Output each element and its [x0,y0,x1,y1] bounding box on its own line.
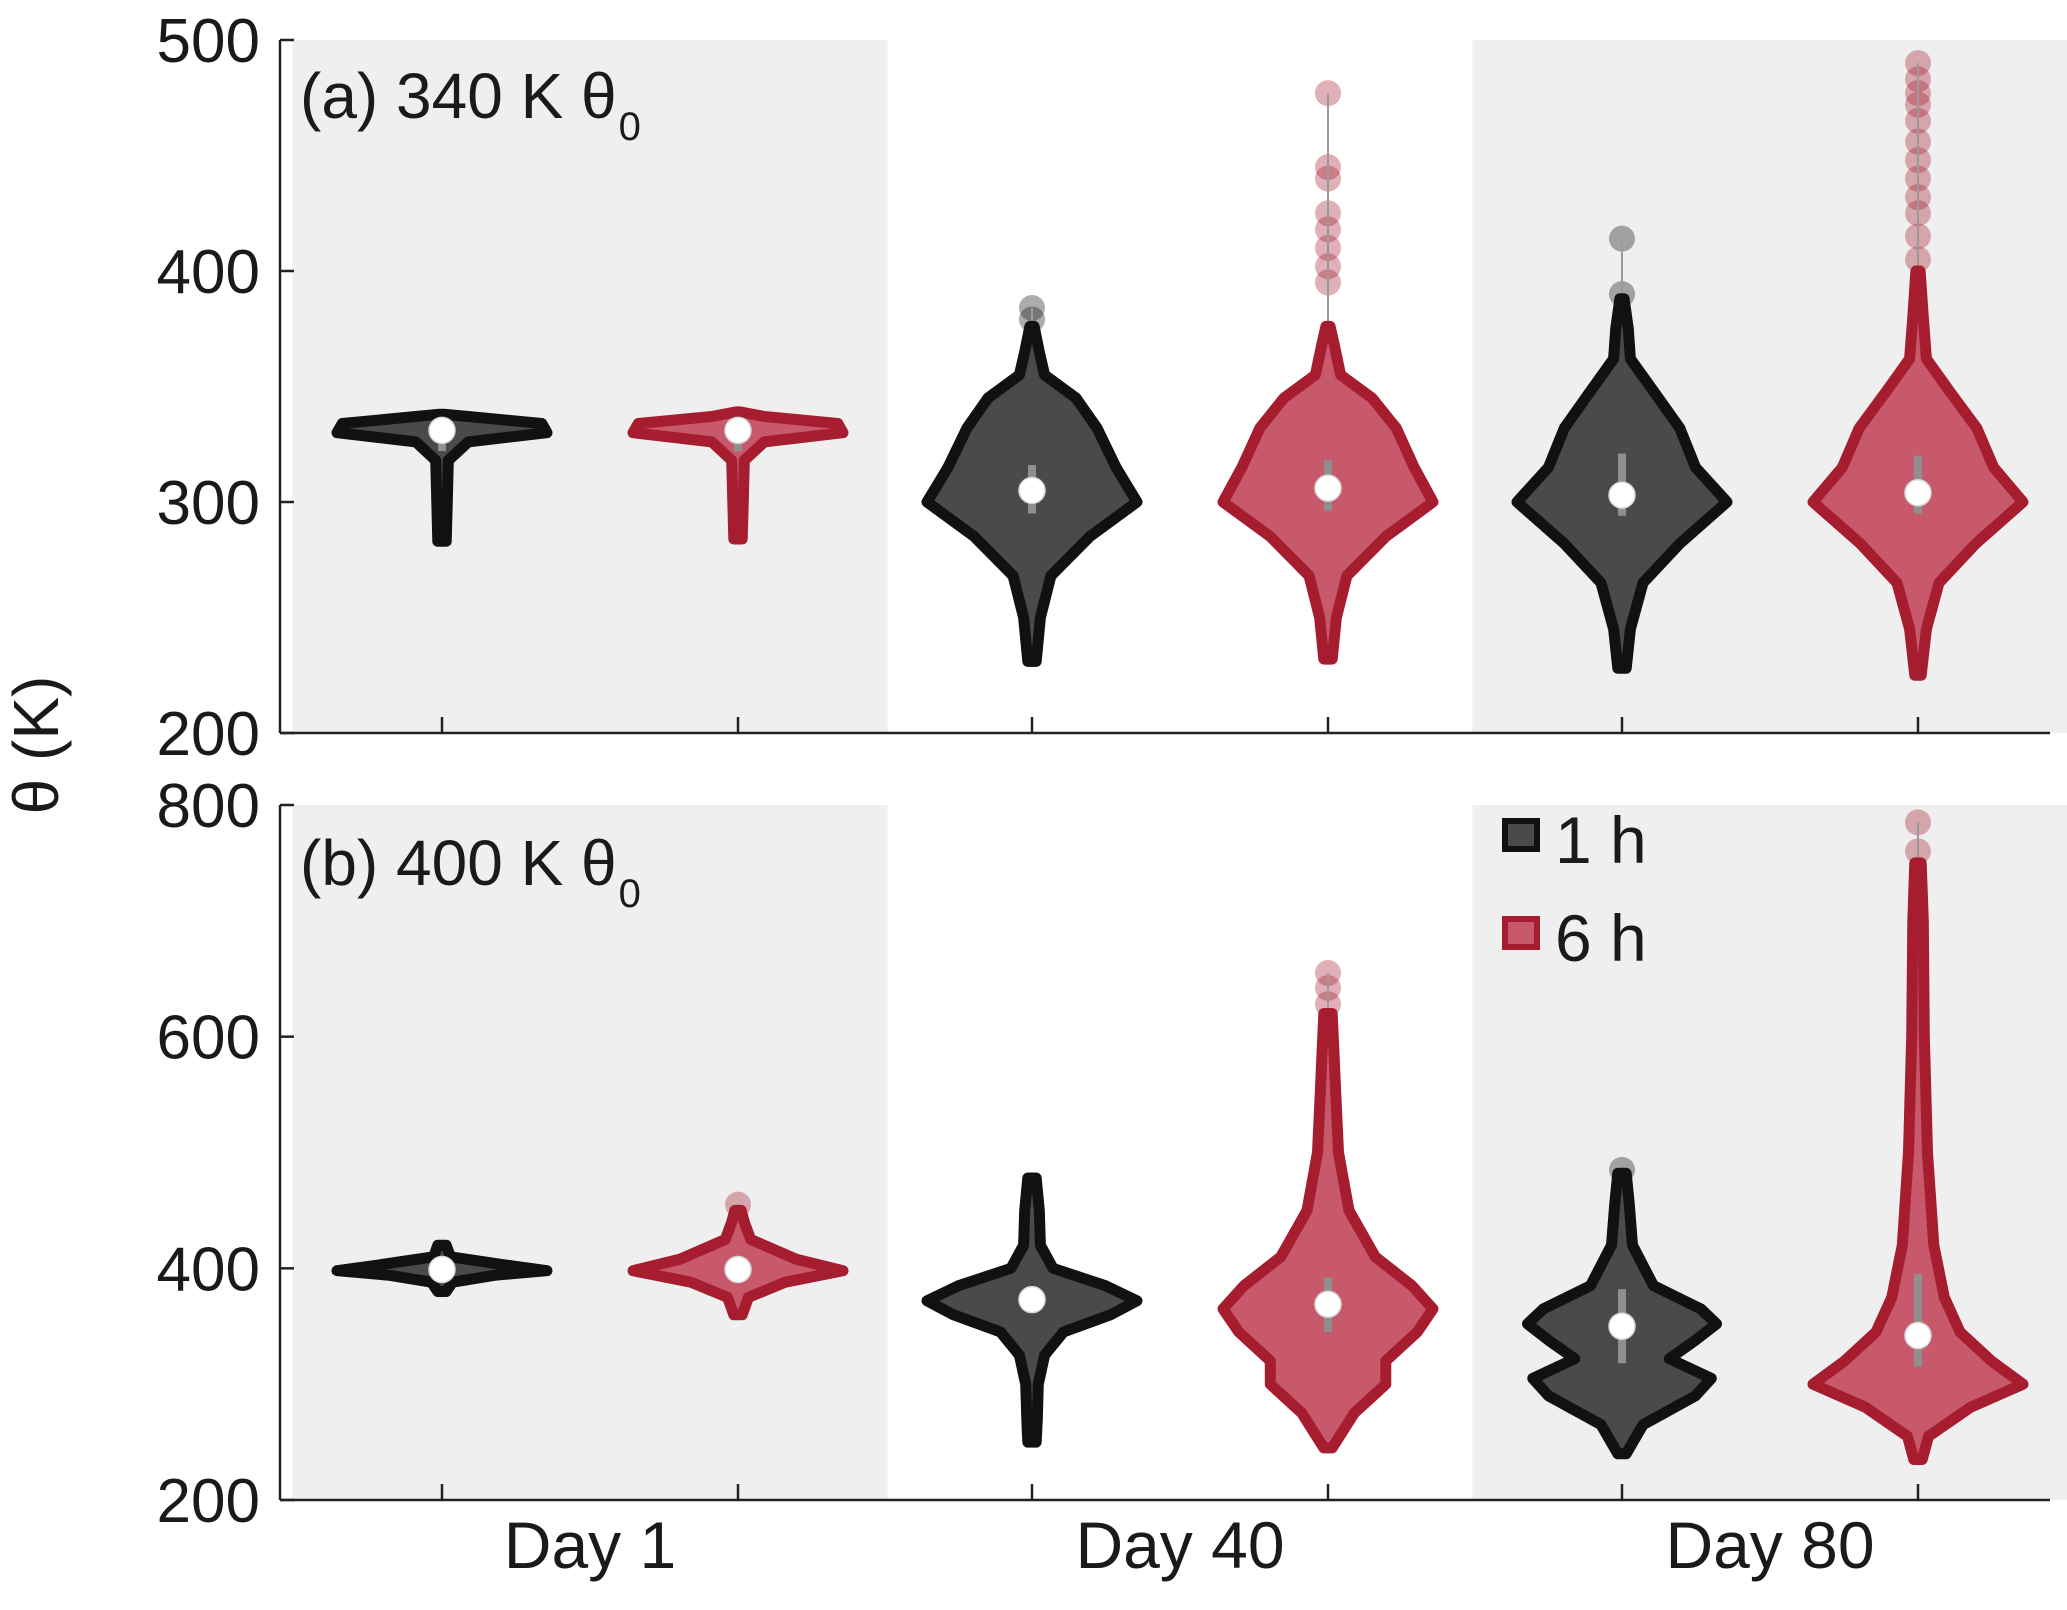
panel-label-subscript: 0 [619,872,641,916]
legend-label: 6 h [1555,901,1647,975]
x-category-label: Day 1 [504,1508,676,1582]
legend-label: 1 h [1555,803,1647,877]
y-tick-label: 200 [157,700,260,769]
legend: 1 h6 h [1502,803,1647,975]
median-marker [428,416,456,445]
y-tick-label: 800 [157,772,260,841]
median-marker [428,1255,456,1284]
violin-6h-day-80 [1807,50,2029,681]
legend-swatch [1502,818,1540,852]
median-marker [724,1255,752,1284]
y-tick-label: 400 [157,238,260,307]
legend-swatch [1502,916,1540,950]
panel-label: (a) 340 K θ [300,60,617,132]
violin-body [1217,1008,1439,1454]
violin-6h-day-1 [627,1191,849,1321]
violin-1h-day-1 [331,1239,553,1297]
shaded-band [1472,40,2067,733]
violin-6h-day-40 [1217,959,1439,1454]
median-marker [1904,1321,1932,1350]
panel-label-subscript: 0 [619,105,641,149]
violin-1h-day-1 [331,408,553,547]
violin-1h-day-80 [1522,1156,1722,1460]
median-marker [1608,481,1636,509]
y-tick-label: 300 [157,469,260,538]
y-tick-label: 600 [157,1004,260,1073]
median-marker [1018,476,1046,505]
x-tick-labels: Day 1 Day 40 Day 80 [504,1508,1875,1582]
violin-body [1807,857,2029,1465]
violin-6h-day-1 [627,406,849,545]
panel-label: (b) 400 K θ [300,827,617,899]
shaded-band [292,40,888,733]
shaded-band [292,805,888,1500]
violin-1h-day-40 [921,294,1143,667]
y-tick-label: 500 [157,7,260,76]
median-marker [1314,474,1342,502]
violin-body [331,408,553,547]
median-marker [1018,1285,1046,1314]
y-tick-label: 400 [157,1235,260,1304]
iqr-bar [1914,1274,1922,1367]
x-category-label: Day 40 [1075,1508,1284,1582]
violin-1h-day-80 [1511,225,1733,674]
median-marker [724,416,752,445]
y-axis-label: θ (K) [0,676,72,815]
violin-1h-day-40 [921,1172,1143,1448]
y-tick-label: 200 [157,1467,260,1536]
median-marker [1314,1290,1342,1318]
violin-6h-day-80 [1807,809,2029,1465]
median-marker [1608,1312,1636,1340]
violin-6h-day-40 [1217,80,1439,665]
median-marker [1904,479,1932,507]
x-category-label: Day 80 [1665,1508,1874,1582]
violin-body [627,406,849,545]
